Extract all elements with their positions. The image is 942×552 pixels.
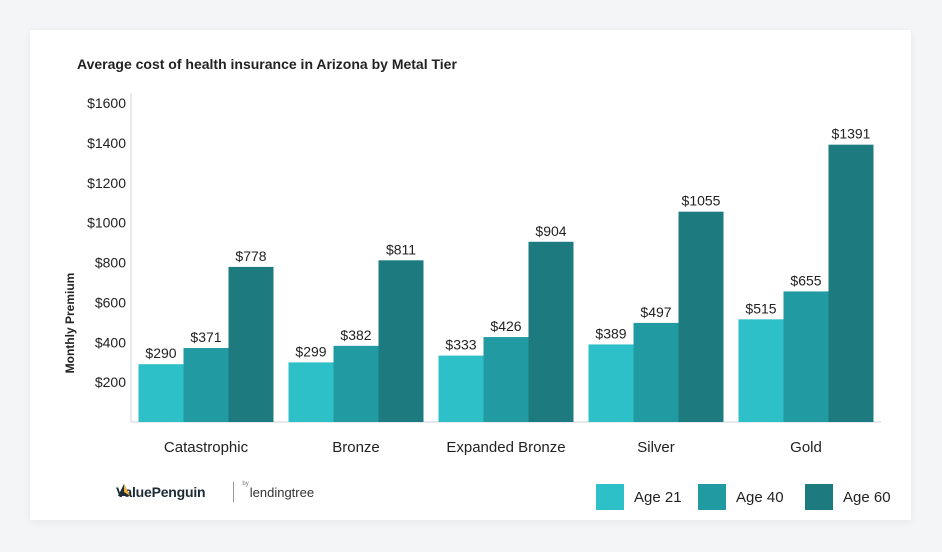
data-label: $497 (640, 304, 671, 320)
data-label: $299 (295, 343, 326, 359)
legend-label: Age 21 (634, 488, 682, 506)
legend-label: Age 40 (736, 488, 784, 506)
data-label: $904 (535, 223, 566, 239)
data-label: $389 (595, 325, 626, 341)
bar (183, 348, 229, 422)
bar (528, 241, 574, 422)
legend-swatch (698, 484, 726, 510)
y-tick-label: $200 (95, 374, 126, 390)
legend-item-age-60: Age 60 (805, 484, 891, 510)
data-label: $515 (745, 300, 776, 316)
bar (738, 319, 784, 422)
y-tick-label: $800 (95, 255, 126, 271)
y-tick-label: $1600 (87, 95, 126, 111)
data-label: $811 (386, 241, 416, 257)
data-label: $333 (445, 337, 476, 353)
legend-swatch (805, 484, 833, 510)
bar (333, 345, 379, 422)
bar (483, 337, 529, 422)
x-tick-label: Gold (790, 439, 822, 456)
data-label: $1055 (682, 193, 721, 209)
bar (588, 344, 634, 422)
y-tick-label: $1200 (87, 175, 126, 191)
data-label: $382 (340, 327, 371, 343)
bar (288, 362, 334, 422)
brand-divider (233, 482, 235, 502)
chart-title: Average cost of health insurance in Ariz… (77, 56, 457, 72)
y-tick-label: $400 (95, 334, 126, 350)
y-tick-label: $1000 (87, 215, 126, 231)
data-label: $371 (190, 329, 221, 345)
legend-label: Age 60 (843, 488, 891, 506)
chart-card: Average cost of health insurance in Ariz… (30, 30, 911, 520)
bar (438, 355, 484, 422)
bar (678, 211, 724, 422)
data-label: $778 (235, 248, 266, 264)
partner-name: lendingtree (249, 484, 315, 500)
bar (138, 364, 184, 422)
legend-swatch (596, 484, 624, 510)
legend-item-age-21: Age 21 (596, 484, 682, 510)
data-label: $290 (145, 345, 176, 361)
x-tick-label: Silver (637, 439, 675, 456)
brand-by: by (242, 481, 249, 487)
bar (228, 266, 274, 422)
bar-chart: $200 $400 $600 $800 $1000 $1200 $1400 $1600 $290… (87, 93, 881, 456)
bar (633, 322, 679, 422)
bar (828, 144, 874, 422)
legend-item-age-40: Age 40 (698, 484, 784, 510)
y-tick-label: $1400 (87, 135, 126, 151)
y-tick-label: $600 (95, 294, 126, 310)
penguin-logo-icon (118, 484, 225, 500)
data-label: $426 (490, 318, 521, 334)
data-label: $655 (790, 272, 821, 288)
data-label: $1391 (832, 126, 871, 142)
bar (783, 291, 829, 422)
x-tick-label: Expanded Bronze (446, 439, 565, 456)
x-tick-label: Catastrophic (164, 439, 249, 456)
brand-logo: ValuePenguin by lendingtree (116, 481, 315, 502)
brand-name: ValuePenguin (116, 484, 206, 500)
x-tick-label: Bronze (332, 439, 380, 456)
bar (378, 260, 424, 422)
